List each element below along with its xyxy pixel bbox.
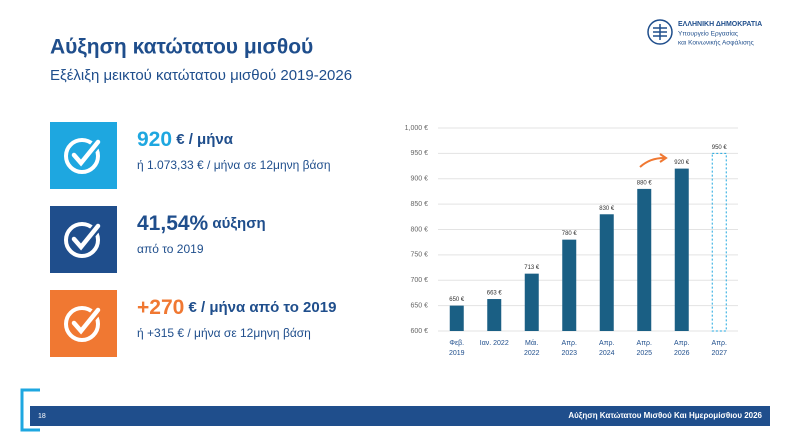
footer-title: Αύξηση Κατώτατου Μισθού Και Ημερομίσθιου… — [568, 411, 762, 420]
x-tick-label: Απρ. — [637, 340, 652, 347]
bar — [487, 299, 502, 331]
logo-line: Υπουργείο Εργασίας — [678, 30, 738, 38]
value-label: 650 € — [449, 297, 465, 303]
y-tick-label: 700 € — [410, 277, 428, 284]
cards: 920 € / μήνα ή 1.073,33 € / μήνα σε 12μην… — [50, 122, 336, 357]
card-note: ή +315 € / μήνα σε 12μηνη βάση — [137, 326, 311, 340]
x-tick-label: 2024 — [599, 350, 615, 357]
y-tick-label: 1,000 € — [405, 125, 428, 132]
check-ring — [64, 306, 100, 342]
card-value: 920 — [137, 128, 172, 151]
card-headline: 41,54% αύξηση — [137, 212, 266, 235]
trend-arrowhead — [659, 153, 668, 163]
y-tick-label: 950 € — [410, 150, 428, 157]
logo: ΕΛΛΗΝΙΚΗ ΔΗΜΟΚΡΑΤΙΑ Υπουργείο Εργασίας κ… — [647, 19, 762, 47]
check-mark — [71, 139, 101, 167]
bracket — [20, 388, 40, 432]
x-tick-label: 2019 — [449, 350, 465, 357]
value-label: 920 € — [674, 160, 690, 166]
x-tick-label: 2026 — [674, 350, 690, 357]
check-mark — [71, 223, 101, 251]
value-label: 880 € — [637, 180, 653, 186]
y-tick-label: 900 € — [410, 176, 428, 183]
bar — [599, 214, 614, 331]
bar — [449, 305, 464, 331]
card-note: από το 2019 — [137, 242, 204, 256]
y-tick-label: 850 € — [410, 201, 428, 208]
x-tick-label: Απρ. — [599, 340, 614, 347]
x-tick-label: Ιαν. 2022 — [480, 340, 509, 347]
footer-bar — [30, 406, 770, 426]
slide-title: Αύξηση κατώτατου μισθού — [50, 36, 313, 59]
y-tick-label: 600 € — [410, 328, 428, 335]
y-tick-label: 800 € — [410, 226, 428, 233]
card-value: 41,54% — [137, 212, 209, 235]
slide-subtitle: Εξέλιξη μεικτού κατώτατου μισθού 2019-20… — [50, 67, 352, 84]
card-value: +270 — [137, 296, 184, 319]
bar — [674, 168, 689, 331]
y-tick-label: 650 € — [410, 302, 428, 309]
logo-line: ΕΛΛΗΝΙΚΗ ΔΗΜΟΚΡΑΤΙΑ — [678, 21, 762, 28]
chart: 600 € 650 € 700 € 750 € 800 € 850 € 900 € 950 €… — [405, 125, 738, 357]
value-label: 950 € — [712, 145, 728, 151]
x-tick-label: Απρ. — [674, 340, 689, 347]
emblem — [647, 19, 673, 45]
card-unit: αύξηση — [208, 215, 265, 232]
y-tick-label: 750 € — [410, 252, 428, 259]
x-tick-label: 2025 — [636, 350, 652, 357]
card-headline: 920 € / μήνα — [137, 128, 234, 151]
x-tick-label: Φεβ. — [449, 340, 464, 347]
value-label: 830 € — [599, 206, 615, 212]
bar — [637, 188, 652, 331]
value-label: 780 € — [562, 231, 578, 237]
value-label: 713 € — [524, 265, 540, 271]
x-tick-label: 2022 — [524, 350, 540, 357]
check-ring — [64, 222, 100, 258]
card-note: ή 1.073,33 € / μήνα σε 12μηνη βάση — [137, 158, 331, 172]
check-mark — [71, 307, 101, 335]
x-tick-label: 2023 — [561, 350, 577, 357]
emblem-cross — [653, 24, 667, 40]
x-tick-label: 2027 — [711, 350, 727, 357]
bar — [562, 239, 577, 331]
x-tick-label: Μάι. — [525, 339, 538, 347]
check-ring — [64, 138, 100, 174]
page-number: 18 — [38, 413, 46, 420]
x-tick-label: Απρ. — [712, 340, 727, 347]
card-headline: +270 € / μήνα από το 2019 — [137, 296, 336, 319]
x-tick-label: Απρ. — [562, 340, 577, 347]
card-unit: € / μήνα — [172, 131, 234, 148]
value-label: 663 € — [487, 291, 503, 297]
logo-line: και Κοινωνικής Ασφάλισης — [678, 39, 754, 47]
card-unit: € / μήνα από το 2019 — [184, 299, 336, 316]
trend-arrow — [639, 157, 665, 168]
bar — [524, 273, 539, 331]
